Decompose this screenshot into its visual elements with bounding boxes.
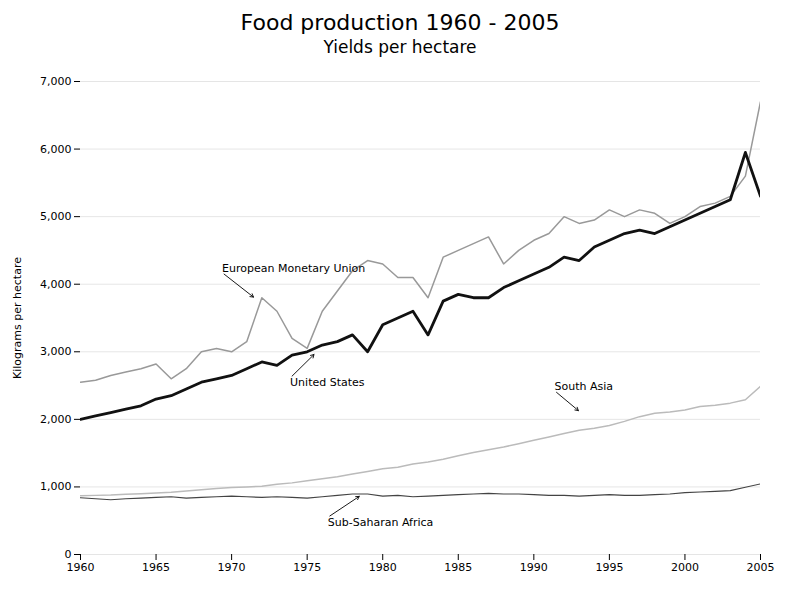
- svg-text:South Asia: South Asia: [555, 380, 614, 393]
- svg-text:1,000: 1,000: [40, 480, 72, 493]
- svg-text:2000: 2000: [671, 561, 699, 574]
- svg-text:1980: 1980: [369, 561, 397, 574]
- svg-text:6,000: 6,000: [40, 143, 72, 156]
- svg-text:2005: 2005: [747, 561, 775, 574]
- svg-text:1995: 1995: [595, 561, 623, 574]
- svg-text:1990: 1990: [520, 561, 548, 574]
- svg-text:European Monetary Union: European Monetary Union: [222, 262, 365, 275]
- svg-text:2,000: 2,000: [40, 413, 72, 426]
- svg-text:7,000: 7,000: [40, 75, 72, 88]
- svg-text:1970: 1970: [218, 561, 246, 574]
- svg-text:Kilograms per hectare: Kilograms per hectare: [11, 257, 24, 379]
- svg-text:1965: 1965: [142, 561, 170, 574]
- svg-text:0: 0: [65, 548, 72, 561]
- svg-text:1985: 1985: [444, 561, 472, 574]
- svg-text:1960: 1960: [67, 561, 95, 574]
- svg-text:1975: 1975: [293, 561, 321, 574]
- svg-text:5,000: 5,000: [40, 210, 72, 223]
- svg-text:4,000: 4,000: [40, 278, 72, 291]
- svg-text:United States: United States: [290, 376, 365, 389]
- svg-text:Sub-Saharan Africa: Sub-Saharan Africa: [328, 516, 433, 529]
- svg-text:3,000: 3,000: [40, 345, 72, 358]
- html-text:Yields per hectare: Yields per hectare: [323, 37, 477, 57]
- html-text:Food production 1960 - 2005: Food production 1960 - 2005: [240, 10, 560, 35]
